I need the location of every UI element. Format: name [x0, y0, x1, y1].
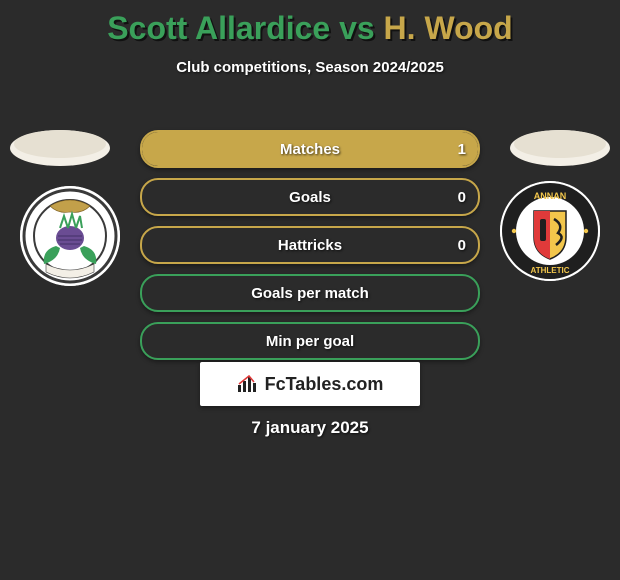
- club-badge-left: [20, 186, 120, 286]
- stat-label: Goals per match: [142, 276, 478, 310]
- stat-label: Goals: [142, 180, 478, 214]
- stat-label: Matches: [142, 132, 478, 166]
- stat-row: Goals0: [140, 178, 480, 216]
- stat-value-right: 1: [446, 132, 478, 166]
- bars-icon: [237, 375, 259, 393]
- badge-right-label-bottom: ATHLETIC: [531, 266, 570, 275]
- player-avatar-left: [10, 130, 110, 166]
- stat-row: Hattricks0: [140, 226, 480, 264]
- watermark: FcTables.com: [200, 362, 420, 406]
- watermark-text: FcTables.com: [265, 374, 384, 395]
- stat-row: Matches1: [140, 130, 480, 168]
- stat-label: Hattricks: [142, 228, 478, 262]
- club-badge-right: ANNAN ATHLETIC: [500, 181, 600, 281]
- badge-right-label-top: ANNAN: [534, 191, 567, 201]
- stats-panel: Matches1Goals0Hattricks0Goals per matchM…: [140, 130, 480, 370]
- stat-row: Goals per match: [140, 274, 480, 312]
- title-player-right: H. Wood: [384, 10, 513, 46]
- stat-row: Min per goal: [140, 322, 480, 360]
- date: 7 january 2025: [0, 418, 620, 438]
- player-avatar-right: [510, 130, 610, 166]
- title-vs: vs: [330, 10, 383, 46]
- title-player-left: Scott Allardice: [107, 10, 330, 46]
- title: Scott Allardice vs H. Wood: [0, 10, 620, 47]
- subtitle: Club competitions, Season 2024/2025: [0, 59, 620, 76]
- stat-value-right: 0: [446, 180, 478, 214]
- stat-value-right: 0: [446, 228, 478, 262]
- stat-label: Min per goal: [142, 324, 478, 358]
